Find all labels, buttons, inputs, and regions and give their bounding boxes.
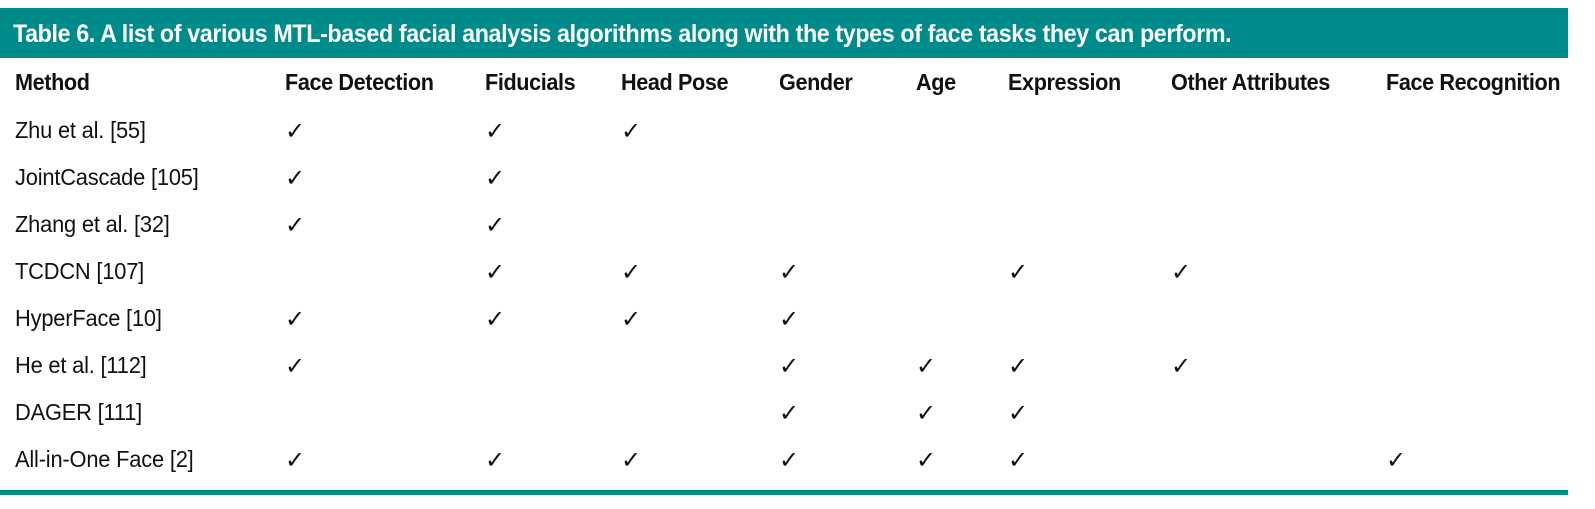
method-cell: All-in-One Face [2] <box>15 446 194 472</box>
table-bottom-rule <box>0 490 1568 495</box>
method-cell: He et al. [112] <box>15 352 147 378</box>
check-mark-icon: ✓ <box>485 258 506 286</box>
column-header: Face Recognition <box>1386 69 1561 95</box>
check-mark-icon: ✓ <box>285 211 306 239</box>
table-caption: Table 6. A list of various MTL-based fac… <box>13 20 1232 48</box>
check-mark-icon: ✓ <box>485 164 506 192</box>
method-cell: Zhu et al. [55] <box>15 117 146 143</box>
check-mark-icon: ✓ <box>1171 258 1192 286</box>
check-mark-icon: ✓ <box>779 446 800 474</box>
method-cell: DAGER [111] <box>15 399 143 425</box>
check-mark-icon: ✓ <box>1008 352 1029 380</box>
check-mark-icon: ✓ <box>285 164 306 192</box>
check-mark-icon: ✓ <box>779 352 800 380</box>
column-header: Age <box>916 69 956 95</box>
check-mark-icon: ✓ <box>916 352 937 380</box>
column-header: Fiducials <box>485 69 576 95</box>
check-mark-icon: ✓ <box>916 399 937 427</box>
check-mark-icon: ✓ <box>621 446 642 474</box>
check-mark-icon: ✓ <box>285 305 306 333</box>
check-mark-icon: ✓ <box>1008 258 1029 286</box>
check-mark-icon: ✓ <box>621 305 642 333</box>
check-mark-icon: ✓ <box>1386 446 1407 474</box>
column-header: Gender <box>779 69 853 95</box>
check-mark-icon: ✓ <box>285 117 306 145</box>
table-caption-bar: Table 6. A list of various MTL-based fac… <box>0 8 1568 58</box>
check-mark-icon: ✓ <box>485 211 506 239</box>
column-header: Other Attributes <box>1171 69 1330 95</box>
check-mark-icon: ✓ <box>285 352 306 380</box>
method-cell: Zhang et al. [32] <box>15 211 170 237</box>
check-mark-icon: ✓ <box>485 446 506 474</box>
check-mark-icon: ✓ <box>485 117 506 145</box>
column-header: Head Pose <box>621 69 729 95</box>
check-mark-icon: ✓ <box>485 305 506 333</box>
column-header: Expression <box>1008 69 1121 95</box>
check-mark-icon: ✓ <box>621 258 642 286</box>
check-mark-icon: ✓ <box>779 258 800 286</box>
check-mark-icon: ✓ <box>779 305 800 333</box>
method-cell: HyperFace [10] <box>15 305 162 331</box>
column-header: Face Detection <box>285 69 434 95</box>
check-mark-icon: ✓ <box>916 446 937 474</box>
check-mark-icon: ✓ <box>285 446 306 474</box>
check-mark-icon: ✓ <box>1171 352 1192 380</box>
check-mark-icon: ✓ <box>621 117 642 145</box>
column-header: Method <box>15 69 90 95</box>
check-mark-icon: ✓ <box>1008 399 1029 427</box>
method-cell: JointCascade [105] <box>15 164 199 190</box>
check-mark-icon: ✓ <box>1008 446 1029 474</box>
check-mark-icon: ✓ <box>779 399 800 427</box>
method-cell: TCDCN [107] <box>15 258 145 284</box>
